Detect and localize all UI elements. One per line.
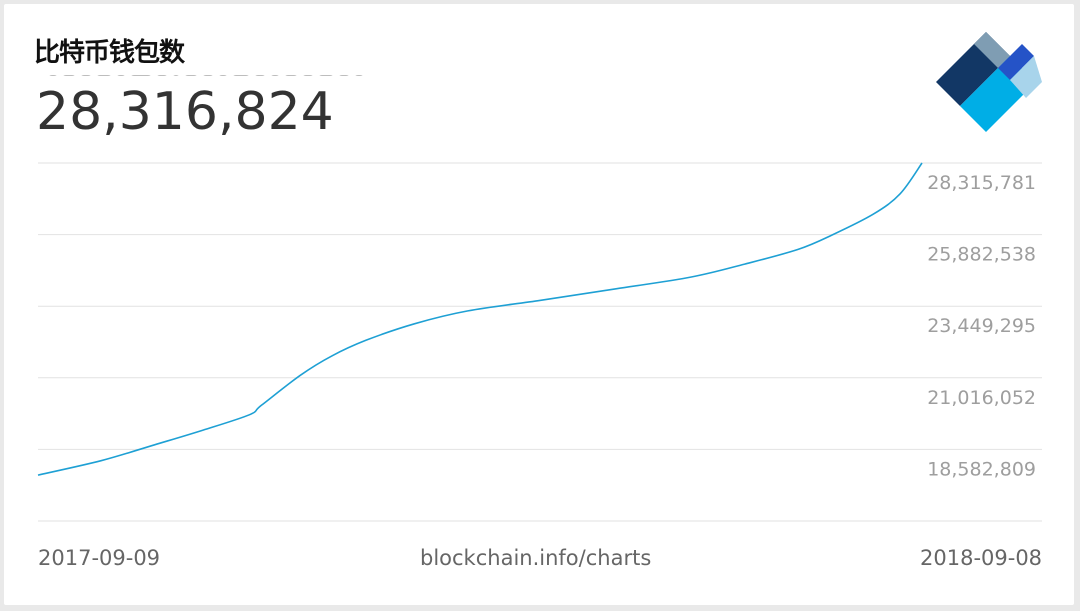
series-line <box>37 162 923 476</box>
blockchain-logo-icon <box>936 32 1042 132</box>
y-tick-label: 21,016,052 <box>927 387 1036 409</box>
source-link[interactable]: blockchain.info/charts <box>420 546 652 570</box>
y-tick-label: 23,449,295 <box>927 315 1036 337</box>
clipped-subtitle <box>48 68 443 76</box>
chart-title: 比特币钱包数 <box>34 38 185 68</box>
x-end-label: 2018-09-08 <box>920 546 1043 570</box>
y-tick-label: 28,315,781 <box>927 172 1036 194</box>
x-start-label: 2017-09-09 <box>38 546 161 570</box>
current-value: 28,316,824 <box>36 82 334 142</box>
y-tick-label: 25,882,538 <box>927 244 1036 266</box>
y-tick-label: 18,582,809 <box>927 458 1036 480</box>
chart-card <box>4 4 1074 605</box>
